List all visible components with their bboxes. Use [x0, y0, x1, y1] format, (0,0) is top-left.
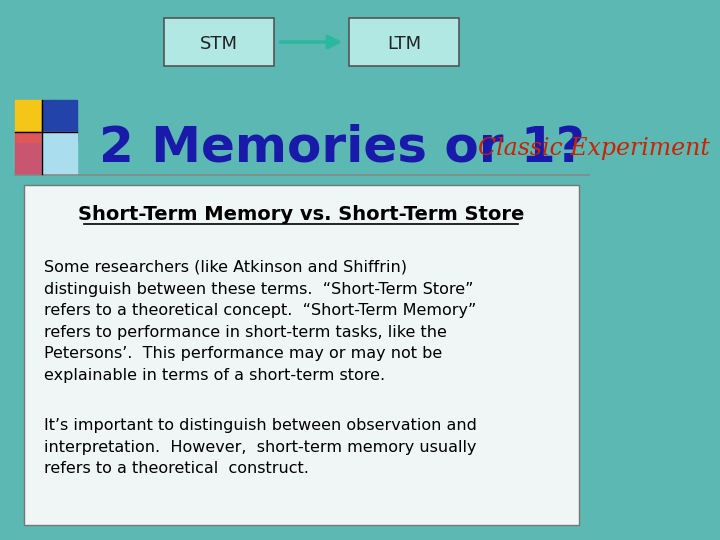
Text: Short-Term Memory vs. Short-Term Store: Short-Term Memory vs. Short-Term Store [78, 206, 524, 225]
Text: STM: STM [200, 35, 238, 53]
FancyBboxPatch shape [24, 185, 579, 525]
Text: 2 Memories or 1?: 2 Memories or 1? [99, 124, 585, 172]
Text: LTM: LTM [387, 35, 421, 53]
Text: Some researchers (like Atkinson and Shiffrin)
distinguish between these terms.  : Some researchers (like Atkinson and Shif… [44, 260, 476, 383]
FancyBboxPatch shape [164, 18, 274, 66]
Bar [15, 100, 50, 142]
FancyBboxPatch shape [349, 18, 459, 66]
Bar [42, 100, 78, 142]
Bar [15, 132, 50, 174]
Text: It’s important to distinguish between observation and
interpretation.  However, : It’s important to distinguish between ob… [44, 418, 477, 476]
Text: Classic Experiment: Classic Experiment [478, 137, 710, 159]
Bar [42, 132, 78, 174]
